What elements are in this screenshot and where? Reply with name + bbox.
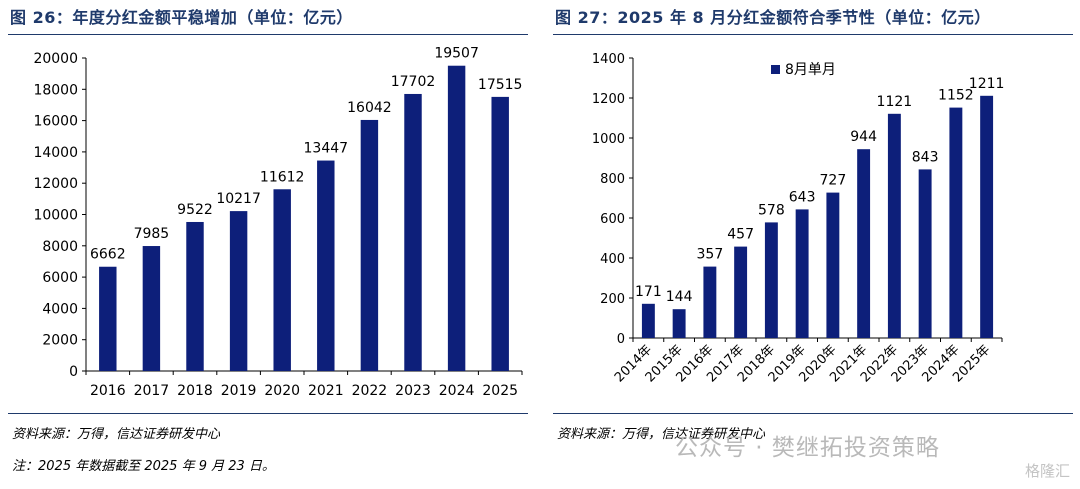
- data-label: 16042: [347, 100, 392, 116]
- x-tick-label: 2019: [221, 383, 257, 399]
- y-tick-label: 6000: [42, 270, 78, 286]
- y-tick-label: 16000: [33, 114, 78, 130]
- data-label: 11612: [260, 169, 305, 185]
- bar: [360, 119, 379, 371]
- bar: [887, 113, 901, 338]
- y-tick-label: 1000: [592, 132, 625, 147]
- bar: [826, 192, 840, 338]
- legend-label: 8月单月: [785, 62, 836, 78]
- y-tick-label: 200: [600, 292, 625, 307]
- title-divider: [553, 34, 1073, 35]
- bar: [980, 95, 994, 338]
- x-tick-label: 2016: [90, 383, 126, 399]
- x-tick-label: 2025: [482, 383, 518, 399]
- data-label: 1211: [969, 76, 1005, 92]
- data-label: 643: [789, 189, 816, 205]
- bar: [795, 209, 809, 338]
- data-label: 17515: [478, 77, 523, 93]
- data-label: 357: [697, 247, 724, 263]
- chart-panel-annual-dividend: 图 26：年度分红金额平稳增加（单位：亿元） 0 2000 4000 6000 8000…: [8, 8, 528, 474]
- bar: [491, 96, 509, 371]
- bar: [672, 309, 686, 338]
- y-tick-label: 400: [600, 252, 625, 267]
- bar: [447, 65, 466, 371]
- y-tick-label: 4000: [42, 301, 78, 317]
- y-tick-label: 800: [600, 172, 625, 187]
- legend-swatch: [771, 65, 780, 74]
- data-label: 944: [850, 129, 877, 145]
- note-text: 注：2025 年数据截至 2025 年 9 月 23 日。: [12, 459, 275, 474]
- chart-title: 图 26：年度分红金额平稳增加（单位：亿元）: [10, 8, 353, 27]
- title-divider: [8, 34, 528, 35]
- bar: [317, 160, 335, 371]
- y-tick-label: 1400: [592, 52, 625, 67]
- bar: [142, 246, 161, 371]
- chart-title: 图 27：2025 年 8 月分红金额符合季节性（单位：亿元）: [555, 8, 991, 27]
- watermark-text: 公众号 · 樊继拓投资策略: [675, 435, 940, 461]
- x-tick-label: 2018: [177, 383, 213, 399]
- bar: [857, 149, 871, 338]
- bar: [703, 266, 717, 338]
- data-label: 144: [666, 289, 693, 305]
- data-label: 457: [727, 227, 754, 243]
- bar: [273, 189, 291, 371]
- y-tick-label: 1200: [592, 92, 625, 107]
- y-tick-label: 0: [617, 332, 625, 347]
- bar: [734, 246, 748, 338]
- y-tick-label: 12000: [33, 176, 78, 192]
- legend: 8月单月: [771, 62, 836, 78]
- data-label: 1121: [877, 94, 913, 110]
- data-label: 17702: [391, 74, 436, 90]
- bar: [641, 303, 655, 338]
- source-text: 资料来源：万得，信达证券研发中心: [12, 427, 221, 442]
- y-tick-label: 8000: [42, 239, 78, 255]
- y-tick-label: 600: [600, 212, 625, 227]
- source-divider: [553, 413, 1073, 414]
- y-tick-label: 10000: [33, 208, 78, 224]
- data-label: 7985: [134, 226, 170, 242]
- data-label: 6662: [90, 247, 126, 263]
- y-tick-label: 18000: [33, 82, 78, 98]
- source-text: 资料来源：万得，信达证券研发中心: [557, 427, 766, 442]
- bar: [949, 107, 963, 338]
- data-label: 19507: [434, 46, 479, 62]
- annual-dividend-bar-chart: 0 2000 4000 6000 8000 10000 12000 14000 16000 180…: [33, 46, 523, 399]
- bar: [918, 169, 932, 338]
- y-tick-label: 0: [69, 364, 78, 380]
- bar: [229, 211, 248, 371]
- x-tick-label: 2023: [395, 383, 431, 399]
- x-tick-label: 2022: [352, 383, 388, 399]
- data-label: 9522: [177, 202, 213, 218]
- bar: [764, 222, 778, 338]
- watermark-logo: 格隆汇: [1024, 462, 1070, 480]
- data-label: 578: [758, 202, 785, 218]
- data-label: 171: [635, 284, 662, 300]
- y-tick-label: 14000: [33, 145, 78, 161]
- data-label: 843: [912, 149, 939, 165]
- x-tick-label: 2024: [439, 383, 475, 399]
- y-tick-label: 20000: [33, 51, 78, 67]
- data-label: 1152: [938, 88, 974, 104]
- x-tick-label: 2020: [264, 383, 300, 399]
- x-tick-label: 2017: [134, 383, 170, 399]
- data-label: 727: [820, 173, 847, 189]
- data-label: 10217: [216, 191, 261, 207]
- august-dividend-bar-chart: 02004006008001000120014001712014年1442015…: [592, 52, 1005, 385]
- source-divider: [8, 413, 528, 414]
- bar: [186, 221, 204, 371]
- x-tick-label: 2021: [308, 383, 344, 399]
- bar: [99, 266, 117, 371]
- data-label: 13447: [304, 141, 349, 157]
- chart-panel-august-dividend: 图 27：2025 年 8 月分红金额符合季节性（单位：亿元） 0 200 400 6…: [545, 0, 1080, 489]
- bar: [404, 93, 422, 372]
- y-tick-label: 2000: [42, 333, 78, 349]
